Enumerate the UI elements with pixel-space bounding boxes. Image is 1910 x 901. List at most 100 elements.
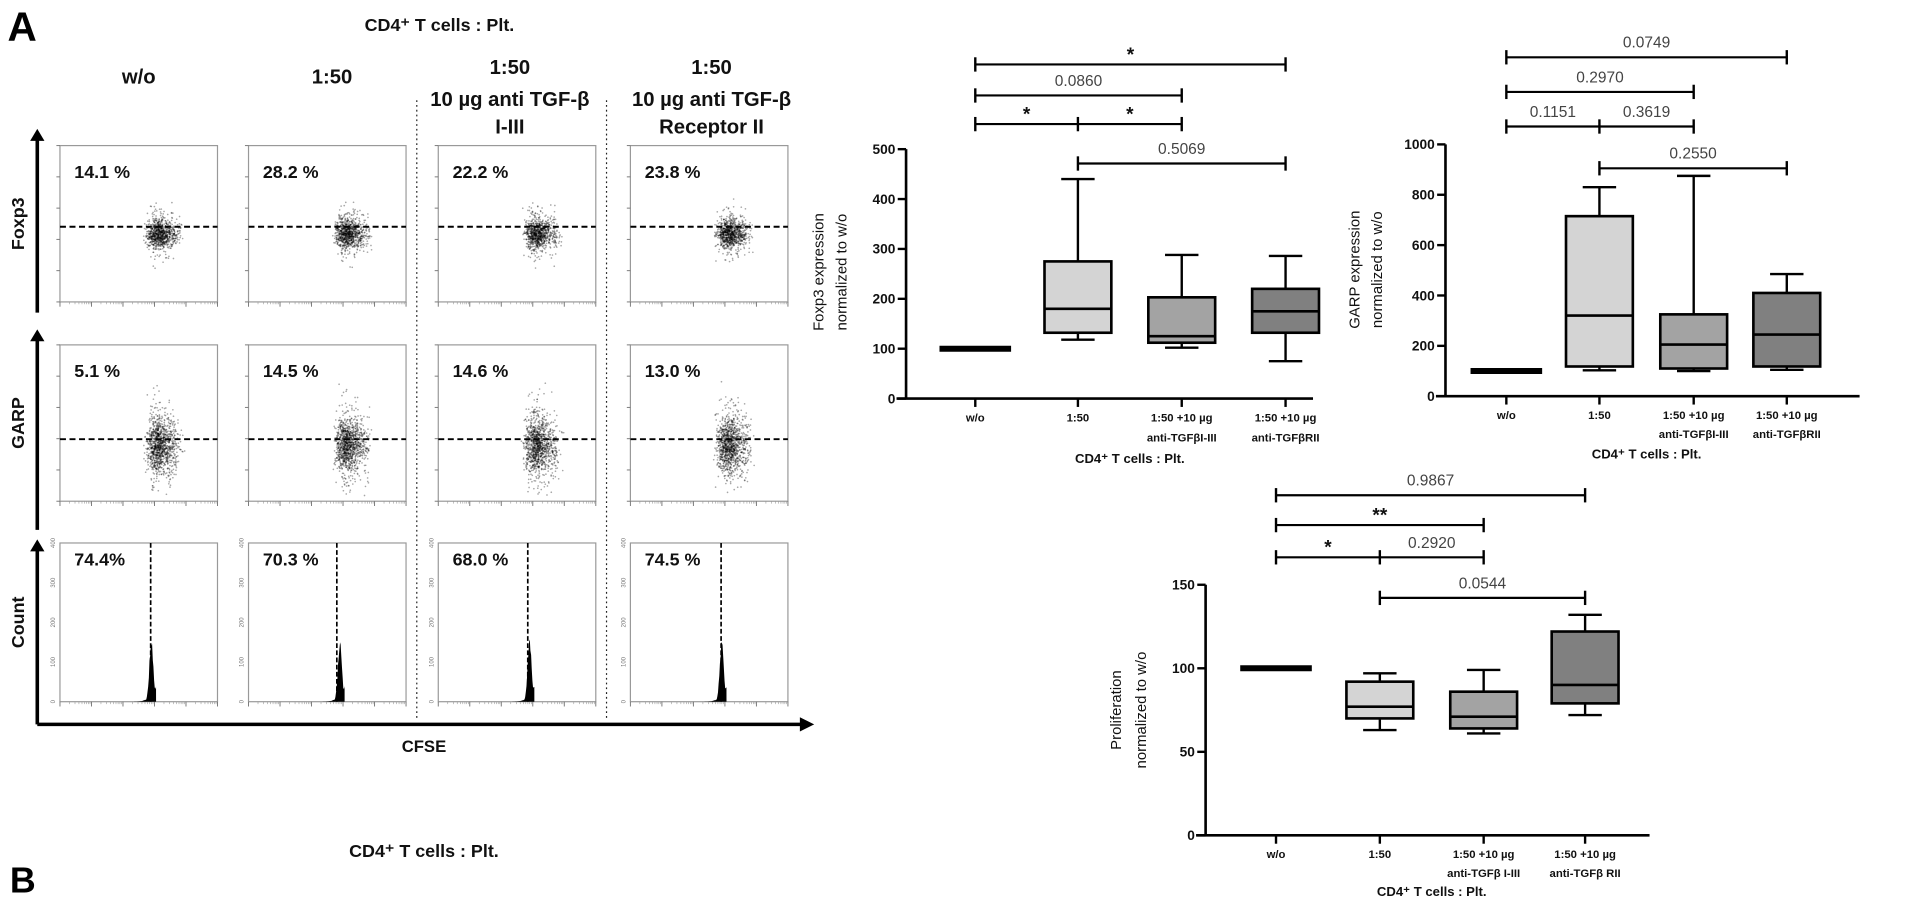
event-dot: [542, 219, 544, 222]
event-dot: [737, 246, 739, 249]
flow-x-label: CFSE: [402, 737, 447, 756]
event-dot: [531, 210, 534, 213]
event-dot: [162, 217, 165, 219]
event-dot: [737, 244, 740, 247]
event-dot: [159, 235, 162, 237]
event-dot: [155, 451, 158, 454]
event-dot: [552, 221, 555, 224]
event-dot: [173, 230, 176, 232]
event-dot: [349, 231, 352, 234]
event-dot: [173, 448, 176, 451]
event-dot: [155, 229, 158, 232]
event-dot: [719, 241, 722, 243]
event-dot: [739, 232, 741, 234]
event-dot: [158, 458, 161, 460]
event-dot: [157, 232, 159, 235]
event-dot: [339, 232, 341, 235]
event-dot: [173, 426, 175, 428]
event-dot: [161, 451, 164, 454]
event-dot: [728, 239, 731, 242]
event-dot: [162, 245, 165, 248]
event-dot: [743, 241, 746, 244]
event-dot: [350, 214, 353, 216]
event-dot: [743, 225, 745, 227]
event-dot: [166, 235, 168, 238]
event-dot: [353, 256, 356, 259]
event-dot: [172, 241, 174, 243]
event-dot: [536, 235, 539, 238]
event-dot: [168, 237, 170, 240]
event-dot: [544, 215, 546, 218]
event-dot: [534, 219, 537, 222]
event-dot: [148, 223, 151, 225]
event-dot: [728, 260, 731, 263]
event-dot: [337, 241, 339, 243]
event-dot: [342, 247, 345, 249]
event-dot: [157, 238, 160, 241]
event-dot: [171, 236, 173, 239]
event-dot: [548, 223, 551, 226]
event-dot: [719, 231, 722, 234]
event-dot: [171, 424, 174, 426]
event-dot: [537, 237, 540, 240]
event-dot: [159, 211, 162, 213]
event-dot: [536, 252, 538, 254]
event-dot: [169, 222, 172, 225]
event-dot: [146, 468, 148, 471]
event-dot: [161, 234, 163, 237]
event-dot: [348, 216, 351, 218]
plot-frame: [59, 144, 219, 303]
event-dot: [162, 464, 165, 467]
event-dot: [160, 231, 163, 233]
event-dot: [149, 444, 152, 447]
event-dot: [530, 207, 533, 209]
event-dot: [547, 227, 549, 230]
event-dot: [336, 222, 339, 225]
event-dot: [531, 222, 534, 225]
event-dot: [142, 235, 145, 238]
event-dot: [174, 239, 176, 242]
event-dot: [345, 247, 347, 250]
event-dot: [150, 240, 152, 243]
event-dot: [523, 238, 525, 240]
event-dot: [360, 223, 362, 226]
event-dot: [545, 222, 548, 224]
event-dot: [153, 225, 156, 227]
event-dot: [553, 230, 556, 232]
event-dot: [164, 257, 167, 259]
event-dot: [152, 224, 154, 227]
event-dot: [166, 413, 169, 415]
event-dot: [158, 390, 160, 392]
event-dot: [173, 473, 176, 476]
event-dot: [164, 447, 166, 450]
event-dot: [739, 221, 741, 224]
event-dot: [352, 238, 354, 240]
event-dot: [715, 231, 718, 234]
event-dot: [160, 432, 163, 435]
event-dot: [169, 464, 171, 467]
event-dot: [357, 242, 360, 244]
event-dot: [550, 224, 553, 227]
event-dot: [153, 236, 156, 239]
event-dot: [157, 233, 160, 236]
gate-percentage: 28.2 %: [263, 162, 319, 182]
event-dot: [149, 227, 152, 230]
event-dot: [545, 239, 548, 242]
event-dot: [150, 419, 152, 422]
event-dot: [527, 238, 529, 241]
event-dot: [157, 229, 160, 232]
event-dot: [176, 230, 179, 233]
event-dot: [334, 221, 337, 223]
event-dot: [728, 251, 730, 254]
event-dot: [154, 231, 157, 233]
event-dot: [160, 231, 163, 233]
event-dot: [153, 232, 155, 234]
event-dot: [153, 238, 156, 241]
event-dot: [725, 236, 728, 239]
event-dot: [722, 227, 725, 230]
event-dot: [360, 231, 363, 233]
event-dot: [352, 213, 355, 216]
event-dot: [147, 443, 150, 445]
event-dot: [715, 235, 718, 238]
event-dot: [722, 209, 724, 212]
